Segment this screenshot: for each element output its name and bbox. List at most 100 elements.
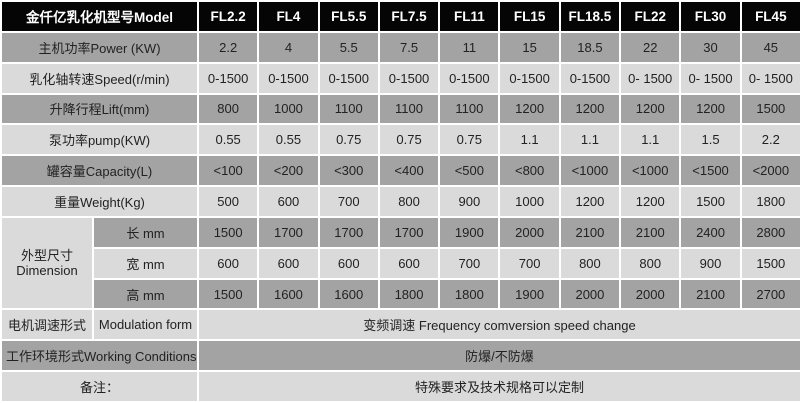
spec-value: <1000	[619, 154, 682, 188]
spec-value: 2.2	[196, 30, 260, 64]
model-header-cell: FL7.5	[377, 0, 441, 33]
spec-row: 升降行程Lift(mm) 800 1000 1100 1100 1100 1200 1200 1…	[0, 92, 800, 126]
spec-value: <500	[438, 154, 501, 188]
spec-value: 0-1500	[257, 61, 320, 95]
spec-value: <200	[257, 154, 320, 188]
spec-value: 900	[438, 185, 501, 218]
spec-value: 1500	[739, 92, 800, 126]
dimension-value: 700	[438, 246, 501, 280]
spec-value: 500	[196, 185, 260, 218]
spec-value: 1.5	[679, 123, 742, 157]
dimension-value: 1600	[317, 277, 380, 311]
model-header-cell: FL18.5	[558, 0, 622, 33]
modulation-label-en: Modulation form	[92, 308, 199, 342]
spec-value: 1.1	[619, 123, 682, 157]
dimension-label-cn: 外型尺寸	[20, 248, 73, 264]
spec-value: 5.5	[317, 30, 380, 64]
spec-value: 1200	[558, 92, 622, 126]
dimension-value: 1500	[196, 277, 260, 311]
spec-value: 4	[257, 30, 320, 64]
spec-value: 1200	[619, 185, 682, 218]
spec-value: 2.2	[739, 123, 800, 157]
dimension-value: 1800	[438, 277, 501, 311]
model-header-cell: FL15	[498, 0, 561, 33]
spec-row: 罐容量Capacity(L) <100 <200 <300 <400 <500 <800 <1…	[0, 154, 800, 188]
model-header-label: 金仟亿乳化机型号Model	[0, 0, 199, 33]
spec-value: 0.75	[377, 123, 441, 157]
spec-value: 0-1500	[196, 61, 260, 95]
dimension-value: 600	[377, 246, 441, 280]
spec-value: 1100	[317, 92, 380, 126]
spec-value: 1800	[739, 185, 800, 218]
spec-value: 22	[619, 30, 682, 64]
dimension-row: 宽 mm 600 600 600 600 700 700 800 800 900 1500	[1, 246, 800, 280]
spec-value: 0- 1500	[619, 61, 682, 95]
dimension-value: 1700	[377, 215, 441, 249]
modulation-row: 电机调速形式 Modulation form 变频调速 Frequency comv…	[0, 308, 800, 342]
dimension-value: 2100	[619, 215, 682, 249]
spec-value: 0- 1500	[679, 61, 742, 95]
dimension-value: 1600	[257, 277, 320, 311]
spec-value: 0-1500	[498, 61, 561, 95]
remarks-row: 备注： 特殊要求及技术规格可以定制	[0, 370, 800, 403]
spec-value: 0.75	[438, 123, 501, 157]
dimension-row: 外型尺寸 Dimension 长 mm 1500 1700 1700 1700 1900 200…	[0, 215, 800, 311]
remarks-value: 特殊要求及技术规格可以定制	[197, 370, 800, 403]
spec-label: 罐容量Capacity(L)	[0, 154, 199, 188]
spec-value: <2000	[739, 154, 800, 188]
spec-value: 1200	[679, 92, 742, 126]
spec-value: 15	[498, 30, 561, 64]
dimension-value: 1800	[377, 277, 441, 311]
spec-value: 1100	[438, 92, 501, 126]
working-conditions-value: 防爆/不防爆	[197, 339, 800, 373]
dimension-value: 1900	[438, 215, 501, 249]
spec-value: 1200	[498, 92, 561, 126]
spec-value: 0-1500	[558, 61, 622, 95]
working-conditions-row: 工作环境形式Working Conditions 防爆/不防爆	[0, 339, 800, 373]
dimension-value: 1700	[257, 215, 320, 249]
spec-value: 0.55	[257, 123, 320, 157]
dimension-value: 1500	[196, 215, 260, 249]
spec-value: <800	[498, 154, 561, 188]
dimension-value: 900	[679, 246, 742, 280]
dimension-label: 外型尺寸 Dimension	[0, 215, 94, 311]
dimension-value: 700	[498, 246, 561, 280]
spec-value: 18.5	[558, 30, 622, 64]
dimension-value: 800	[619, 246, 682, 280]
spec-value: 1500	[679, 185, 742, 218]
model-header-cell: FL2.2	[196, 0, 260, 33]
dimension-sublabel: 高 mm	[92, 277, 199, 311]
spec-value: 1.1	[498, 123, 561, 157]
spec-row: 重量Weight(Kg) 500 600 700 800 900 1000 1200 1200 1…	[0, 185, 800, 218]
spec-value: 0- 1500	[739, 61, 800, 95]
model-header-cell: FL5.5	[317, 0, 380, 33]
spec-value: 0.75	[317, 123, 380, 157]
spec-value: 11	[438, 30, 501, 64]
spec-label: 重量Weight(Kg)	[0, 185, 199, 218]
spec-value: 600	[257, 185, 320, 218]
spec-row: 乳化轴转速Speed(r/min) 0-1500 0-1500 0-1500 0-150…	[0, 61, 800, 95]
dimension-label-en: Dimension	[16, 263, 78, 279]
remarks-label: 备注：	[0, 370, 199, 403]
spec-value: 1.1	[558, 123, 622, 157]
spec-value: 30	[679, 30, 742, 64]
spec-value: 7.5	[377, 30, 441, 64]
spec-value: 45	[739, 30, 800, 64]
spec-row: 泵功率pump(KW) 0.55 0.55 0.75 0.75 0.75 1.1 1.1 1.1…	[0, 123, 800, 157]
model-header-cell: FL22	[619, 0, 682, 33]
spec-value: 1200	[619, 92, 682, 126]
model-header-cell: FL11	[438, 0, 501, 33]
spec-value: 800	[196, 92, 260, 126]
dimension-value: 600	[257, 246, 320, 280]
spec-label: 泵功率pump(KW)	[0, 123, 199, 157]
spec-value: 0-1500	[438, 61, 501, 95]
dimension-value: 2000	[558, 277, 622, 311]
model-header-cell: FL45	[739, 0, 800, 33]
dimension-value: 1700	[317, 215, 380, 249]
modulation-label-cn: 电机调速形式	[0, 308, 94, 342]
spec-value: 1000	[498, 185, 561, 218]
dimension-value: 2100	[679, 277, 742, 311]
dimension-value: 2800	[739, 215, 800, 249]
spec-label: 升降行程Lift(mm)	[0, 92, 199, 126]
